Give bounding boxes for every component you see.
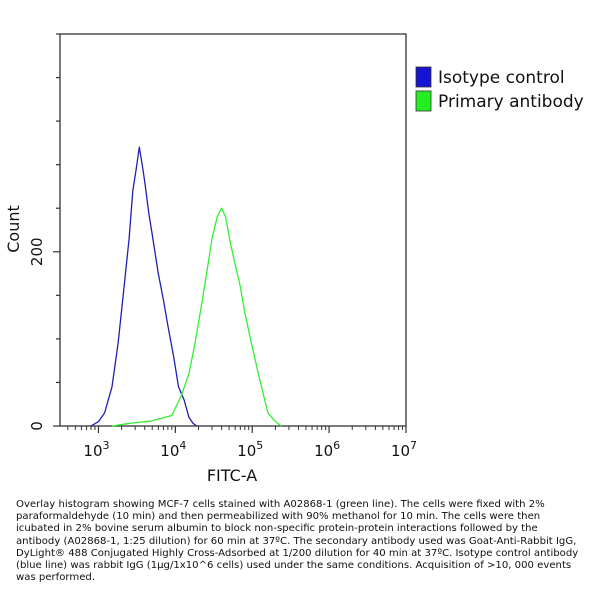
x-tick-label: 104: [160, 439, 186, 460]
x-tick-label: 105: [237, 439, 263, 460]
y-tick-label: 0: [28, 421, 46, 431]
plot-frame: [59, 33, 407, 427]
legend-swatch: [415, 90, 432, 112]
series-line-1: [90, 146, 198, 427]
legend-label: Primary antibody: [438, 92, 584, 112]
x-tick-label: 106: [314, 439, 340, 460]
legend: Isotype control Primary antibody: [415, 66, 584, 112]
y-tick-label: 200: [28, 237, 46, 266]
legend-label: Isotype control: [438, 68, 565, 88]
figure-caption: Overlay histogram showing MCF-7 cells st…: [16, 499, 579, 584]
legend-swatch: [415, 66, 432, 88]
axis-ticks: 103 104 105 106 107 0 200: [28, 33, 417, 460]
x-tick-label: 107: [391, 439, 417, 460]
series-lines: [90, 146, 282, 427]
y-axis-title: Count: [4, 205, 23, 253]
histogram-figure: 103 104 105 106 107 0 200 Count FITC-A Isotype…: [4, 33, 584, 485]
series-line-2: [111, 207, 282, 427]
x-tick-label: 103: [83, 439, 109, 460]
x-axis-title: FITC-A: [207, 466, 257, 485]
